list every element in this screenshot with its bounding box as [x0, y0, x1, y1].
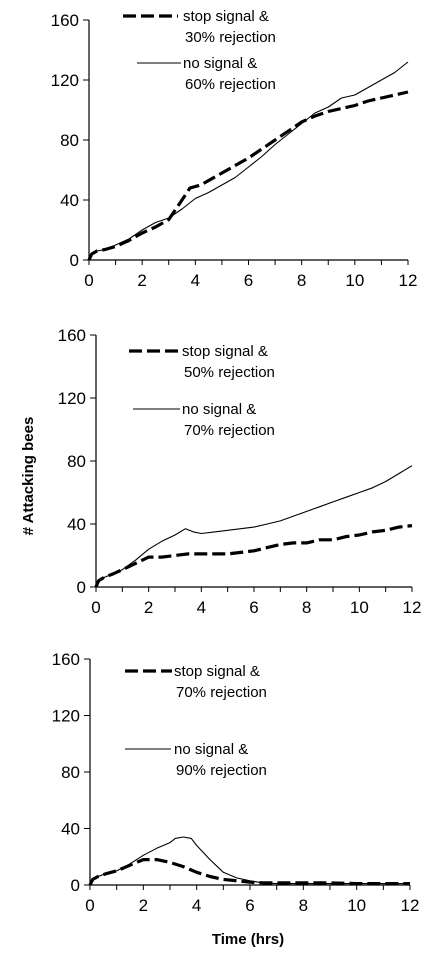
series-line-no-signal [88, 61, 409, 261]
legend-label: stop signal & [182, 343, 268, 360]
series-line-no-signal [89, 836, 410, 886]
x-tick-label: 6 [245, 896, 254, 915]
chart-panel-2: 0 40 80 120 160 0 2 4 6 8 10 12 stop signal & 50% rej… [58, 326, 422, 617]
shared-x-axis-title: Time (hrs) [212, 931, 284, 948]
x-tick-label: 10 [350, 598, 369, 617]
legend-label: 90% rejection [176, 762, 267, 779]
y-tick-label: 160 [58, 326, 86, 345]
x-tick-label: 10 [345, 271, 364, 290]
x-tick-label: 12 [401, 896, 420, 915]
y-tick-label: 40 [61, 820, 80, 839]
legend-label: no signal & [183, 55, 257, 72]
legend-label: stop signal & [174, 663, 260, 680]
y-tick-label: 120 [58, 389, 86, 408]
x-tick-label: 4 [192, 896, 201, 915]
legend-label: 30% rejection [185, 29, 276, 46]
y-tick-label: 0 [77, 578, 86, 597]
x-tick-label: 8 [302, 598, 311, 617]
x-tick-label: 10 [347, 896, 366, 915]
y-tick-label: 160 [52, 650, 80, 669]
series-line-stop-signal [94, 524, 413, 588]
x-tick-label: 12 [399, 271, 418, 290]
series-line-stop-signal [87, 90, 409, 261]
shared-y-axis-title: # Attacking bees [20, 417, 37, 536]
y-tick-label: 80 [61, 763, 80, 782]
y-tick-label: 0 [70, 251, 79, 270]
x-tick-label: 8 [299, 896, 308, 915]
x-tick-label: 6 [249, 598, 258, 617]
x-tick-label: 2 [137, 271, 146, 290]
chart-panel-3: 0 40 80 120 160 0 2 4 6 8 10 12 stop signal & 70% rej… [52, 650, 420, 915]
x-tick-label: 2 [139, 896, 148, 915]
y-tick-label: 160 [51, 11, 79, 30]
x-tick-label: 4 [191, 271, 200, 290]
x-tick-label: 4 [197, 598, 206, 617]
x-tick-label: 2 [144, 598, 153, 617]
x-tick-label: 0 [91, 598, 100, 617]
legend-label: no signal & [182, 401, 256, 418]
legend-label: stop signal & [183, 8, 269, 25]
x-tick-label: 0 [84, 271, 93, 290]
y-tick-label: 40 [67, 515, 86, 534]
y-tick-label: 80 [67, 452, 86, 471]
legend-label: 60% rejection [185, 76, 276, 93]
y-tick-label: 40 [60, 191, 79, 210]
x-tick-label: 12 [403, 598, 422, 617]
legend-label: no signal & [174, 741, 248, 758]
legend-label: 70% rejection [184, 422, 275, 439]
y-tick-label: 0 [71, 876, 80, 895]
legend-label: 50% rejection [184, 364, 275, 381]
legend-label: 70% rejection [176, 684, 267, 701]
y-tick-label: 120 [52, 707, 80, 726]
x-tick-label: 6 [244, 271, 253, 290]
series-line-no-signal [95, 465, 413, 588]
chart-panel-1: 0 40 80 120 160 0 2 4 6 8 10 12 stop signal & 30% rej… [51, 8, 418, 290]
x-tick-label: 8 [297, 271, 306, 290]
y-tick-label: 80 [60, 131, 79, 150]
y-tick-label: 120 [51, 71, 79, 90]
x-tick-label: 0 [85, 896, 94, 915]
